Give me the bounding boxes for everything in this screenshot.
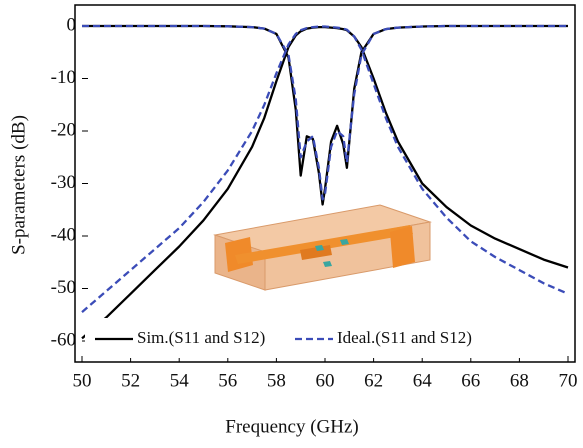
x-tick-label: 54: [170, 370, 190, 391]
y-tick-label: 0: [67, 14, 77, 35]
series-line: [81, 25, 569, 313]
y-tick-label: -10: [51, 67, 76, 88]
x-tick-label: 64: [413, 370, 433, 391]
legend: Sim.(S11 and S12) Ideal.(S11 and S12): [95, 328, 472, 347]
x-tick-label: 70: [559, 370, 578, 391]
x-tick-label: 58: [267, 370, 286, 391]
x-tick-label: 66: [461, 370, 480, 391]
x-tick-label: 50: [73, 370, 92, 391]
series-line: [82, 24, 568, 206]
plot-frame: [74, 4, 576, 363]
x-tick-label: 68: [510, 370, 529, 391]
y-tick-label: -40: [51, 224, 76, 245]
x-axis-title: Frequency (GHz): [225, 416, 358, 437]
y-tick-label: -60: [51, 329, 76, 350]
y-tick-label: -50: [51, 277, 76, 298]
inset-device: [213, 204, 432, 291]
x-tick-label: 52: [121, 370, 140, 391]
y-axis-title: S-parameters (dB): [8, 115, 29, 255]
series-line: [82, 24, 568, 201]
x-tick-label: 60: [316, 370, 335, 391]
legend-label: Sim.(S11 and S12): [137, 328, 265, 347]
plot: 0 -10 -20 -30 -40 -50 -60 50 52 54 56 58 60 62 64 66 68 7…: [51, 4, 578, 391]
x-tick-label: 56: [218, 370, 237, 391]
x-tick-label: 62: [364, 370, 383, 391]
y-tick-label: -30: [51, 172, 76, 193]
legend-label: Ideal.(S11 and S12): [337, 328, 472, 347]
y-tick-label: -20: [51, 119, 76, 140]
